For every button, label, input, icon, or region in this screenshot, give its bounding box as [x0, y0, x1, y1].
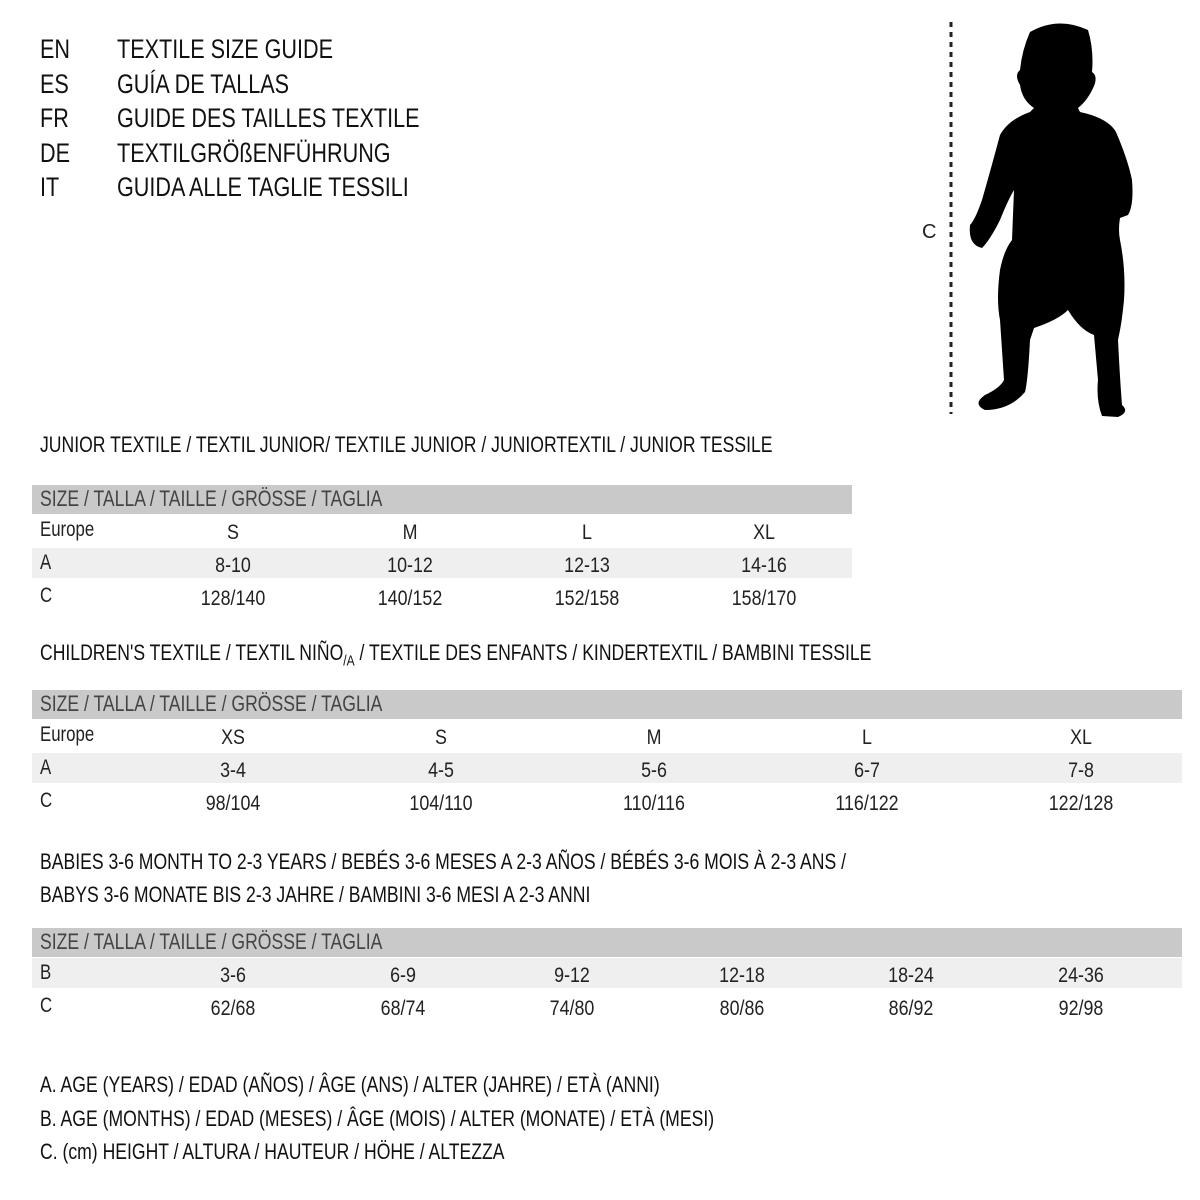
table-cell: 98/104	[205, 792, 261, 815]
row-label: A	[40, 756, 52, 779]
table-cell: XL	[753, 521, 775, 544]
table-cell: M	[402, 521, 418, 544]
table-header-bar	[32, 928, 1182, 957]
legend-line: B. AGE (MONTHS) / EDAD (MESES) / ÂGE (MO…	[40, 1105, 715, 1131]
babies-title-line2: BABYS 3-6 MONATE BIS 2-3 JAHRE / BAMBINI…	[40, 882, 591, 907]
guide-title: GUIDA ALLE TAGLIE TESSILI	[117, 172, 409, 202]
table-cell: 12-13	[564, 554, 610, 577]
guide-title: GUÍA DE TALLAS	[117, 68, 290, 99]
row-shade	[32, 753, 1182, 783]
legend-line: C. (cm) HEIGHT / ALTURA / HAUTEUR / HÖHE…	[40, 1139, 505, 1164]
table-cell: XL	[1070, 726, 1092, 749]
table-cell: S	[435, 726, 447, 749]
row-label: Europe	[40, 723, 95, 746]
table-cell: 6-7	[854, 759, 880, 782]
table-cell: 18-24	[888, 964, 934, 987]
babies-title-line1: BABIES 3-6 MONTH TO 2-3 YEARS / BEBÉS 3-…	[40, 849, 846, 874]
table-cell: 14-16	[741, 554, 787, 577]
language-code: EN	[40, 34, 71, 64]
table-cell: 10-12	[387, 554, 433, 577]
language-code: ES	[40, 68, 69, 99]
table-header-label: SIZE / TALLA / TAILLE / GRÖSSE / TAGLIA	[40, 691, 383, 716]
table-cell: 86/92	[888, 997, 934, 1020]
table-cell: 24-36	[1058, 964, 1104, 987]
table-cell: 122/128	[1048, 792, 1114, 815]
table-header-label: SIZE / TALLA / TAILLE / GRÖSSE / TAGLIA	[40, 486, 383, 511]
guide-title: GUIDE DES TAILLES TEXTILE	[117, 103, 420, 133]
row-label: C	[40, 789, 53, 812]
row-label: B	[40, 961, 52, 984]
table-header-bar	[32, 690, 1182, 719]
table-cell: 12-18	[719, 964, 765, 987]
row-shade	[32, 548, 852, 578]
junior-title: JUNIOR TEXTILE / TEXTIL JUNIOR/ TEXTILE …	[40, 432, 773, 457]
table-cell: 8-10	[215, 554, 251, 577]
guide-title: TEXTILE SIZE GUIDE	[117, 34, 334, 64]
measure-label: C	[922, 221, 936, 243]
table-cell: 3-4	[220, 759, 246, 782]
row-label: Europe	[40, 518, 95, 541]
child-silhouette-icon: C	[922, 22, 1133, 417]
table-cell: 62/68	[210, 997, 256, 1020]
table-header-label: SIZE / TALLA / TAILLE / GRÖSSE / TAGLIA	[40, 929, 383, 954]
language-code: FR	[40, 103, 69, 133]
row-label: C	[40, 584, 53, 607]
children-title: CHILDREN'S TEXTILE / TEXTIL NIÑO/A / TEX…	[40, 640, 871, 669]
table-cell: 140/152	[377, 587, 443, 610]
language-code: IT	[40, 172, 60, 202]
table-cell: 128/140	[200, 587, 266, 610]
table-cell: S	[227, 521, 239, 544]
guide-title: TEXTILGRÖßENFÜHRUNG	[117, 137, 391, 168]
children-title-rest: / TEXTILE DES ENFANTS / KINDERTEXTIL / B…	[354, 640, 872, 665]
table-cell: 68/74	[380, 997, 426, 1020]
table-cell: 6-9	[390, 964, 416, 987]
table-cell: L	[582, 521, 592, 544]
table-cell: 74/80	[549, 997, 595, 1020]
row-label: C	[40, 994, 53, 1017]
table-cell: 116/122	[835, 792, 899, 815]
row-shade	[32, 958, 1182, 988]
table-cell: 80/86	[719, 997, 765, 1020]
table-cell: 104/110	[409, 792, 473, 815]
table-cell: 110/116	[623, 792, 685, 815]
table-cell: 5-6	[641, 759, 667, 782]
table-cell: L	[862, 726, 872, 749]
legend-line: A. AGE (YEARS) / EDAD (AÑOS) / ÂGE (ANS)…	[40, 1072, 660, 1097]
table-cell: 4-5	[428, 759, 454, 782]
table-cell: 92/98	[1058, 997, 1104, 1020]
children-title-main: CHILDREN'S TEXTILE / TEXTIL NIÑO	[40, 640, 344, 665]
table-cell: 9-12	[554, 964, 590, 987]
table-header-bar	[32, 485, 852, 514]
table-cell: 152/158	[554, 587, 620, 610]
language-code: DE	[40, 137, 71, 168]
table-cell: 3-6	[220, 964, 246, 987]
table-cell: M	[646, 726, 662, 749]
table-cell: 158/170	[731, 587, 797, 610]
row-label: A	[40, 551, 52, 574]
table-cell: 7-8	[1068, 759, 1094, 782]
children-title-sub: /A	[343, 652, 355, 670]
table-cell: XS	[221, 726, 245, 749]
